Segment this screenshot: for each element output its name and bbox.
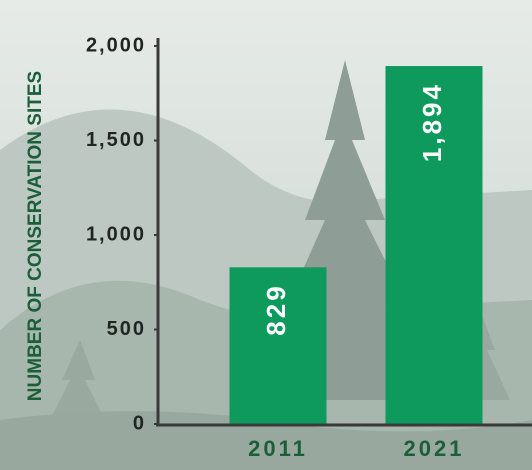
x-tick-label: 2021 (404, 436, 465, 461)
bar (385, 66, 483, 424)
y-tick-label: 1,500 (86, 129, 146, 151)
y-tick-label: 2,000 (86, 34, 146, 56)
y-tick-label: 0 (133, 412, 146, 434)
bar (229, 267, 327, 424)
y-tick-label: 500 (107, 318, 146, 340)
value-label: 1,894 (417, 82, 447, 162)
x-tick-label: 2011 (248, 436, 308, 461)
y-axis-label: NUMBER OF CONSERVATION SITES (25, 71, 46, 401)
value-label: 829 (261, 283, 291, 335)
y-tick-label: 1,000 (86, 223, 146, 245)
